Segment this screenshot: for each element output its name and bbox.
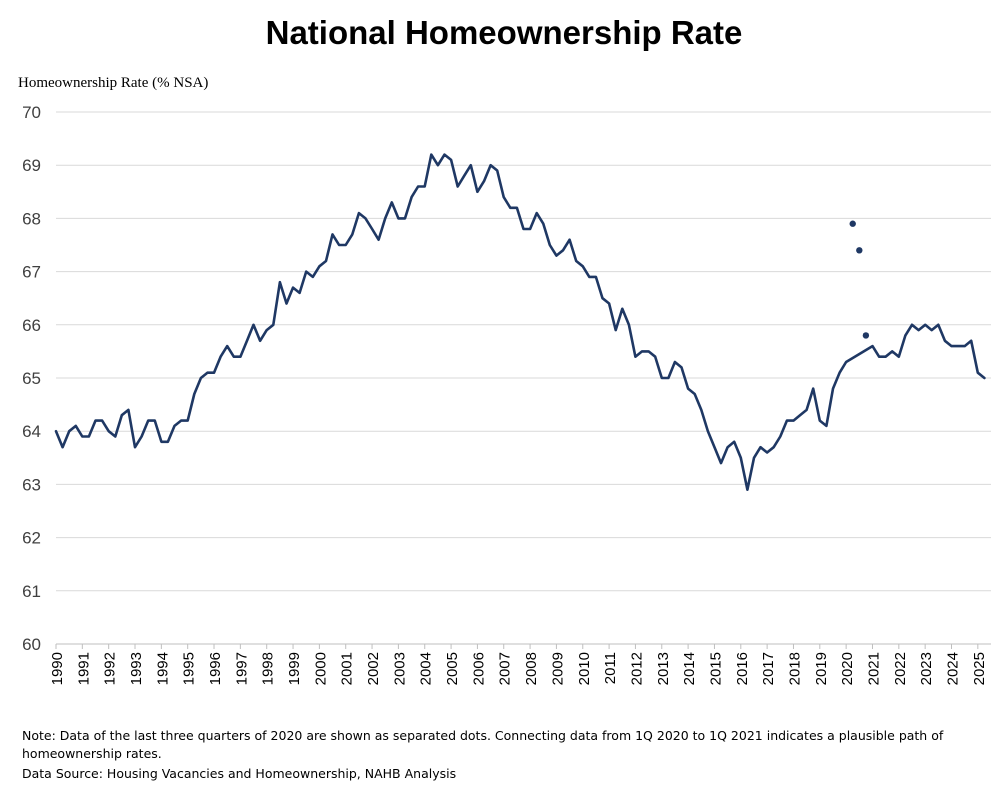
y-tick-label: 63: [22, 475, 41, 494]
footnote-line-1: Note: Data of the last three quarters of…: [22, 728, 944, 743]
y-tick-label: 69: [22, 156, 41, 175]
series-group: [54, 153, 986, 492]
chart-title: National Homeownership Rate: [265, 14, 743, 51]
x-tick-label: 2010: [576, 652, 593, 685]
y-tick-label: 62: [22, 529, 41, 548]
x-tick-label: 1996: [207, 652, 224, 685]
x-tick-label: 2017: [760, 652, 777, 685]
x-tick-label: 1994: [154, 652, 171, 685]
y-tick-label: 67: [22, 263, 41, 282]
y-axis-label: Homeownership Rate (% NSA): [18, 75, 208, 91]
x-tick-label: 2000: [312, 652, 329, 685]
y-axis-ticks: 60 61 62 63 64 65 66 67 68 69 70: [22, 103, 41, 654]
series-line-homeownership-rate: [54, 153, 986, 492]
x-tick-label: 1990: [49, 652, 66, 685]
x-tick-label: 2025: [971, 652, 988, 685]
x-tick-label: 2003: [391, 652, 408, 685]
separated-data-point: [849, 220, 856, 227]
footnote-line-2: homeownership rates.: [22, 746, 162, 761]
x-tick-label: 2018: [786, 652, 803, 685]
x-tick-label: 2001: [339, 652, 356, 685]
x-tick-label: 2014: [681, 652, 698, 685]
x-tick-label: 2016: [734, 652, 751, 685]
x-tick-label: 2022: [892, 652, 909, 685]
x-tick-label: 2019: [813, 652, 830, 685]
x-tick-label: 2005: [444, 652, 461, 685]
x-tick-label: 1992: [102, 652, 119, 685]
x-tick-label: 2008: [523, 652, 540, 685]
y-tick-label: 64: [22, 422, 41, 441]
x-tick-label: 2012: [628, 652, 645, 685]
x-axis-ticks: 1990 1991 1992 1993 1994 1995 1996 1997 1998 1999…: [49, 643, 991, 685]
y-tick-label: 65: [22, 369, 41, 388]
x-tick-label: 2020: [839, 652, 856, 685]
y-tick-label: 60: [22, 635, 41, 654]
x-tick-label: 2011: [602, 652, 619, 684]
x-tick-label: 1997: [233, 652, 250, 685]
x-tick-label: 1998: [260, 652, 277, 685]
gridlines: [56, 111, 991, 645]
x-tick-label: 2004: [418, 652, 435, 685]
x-tick-label: 1995: [181, 652, 198, 685]
y-tick-label: 68: [22, 209, 41, 228]
x-tick-label: 2015: [707, 652, 724, 685]
separated-data-point: [862, 332, 870, 339]
y-tick-label: 61: [22, 582, 41, 601]
x-tick-label: 1999: [286, 652, 303, 685]
x-tick-label: 2006: [470, 652, 487, 685]
x-tick-label: 2002: [365, 652, 382, 685]
x-tick-label: 2013: [655, 652, 672, 685]
y-tick-label: 66: [22, 316, 41, 335]
x-tick-label: 1993: [128, 652, 145, 685]
x-tick-label: 2009: [549, 652, 566, 685]
x-tick-label: 2021: [865, 652, 882, 685]
data-source-note: Data Source: Housing Vacancies and Homeo…: [22, 766, 457, 781]
x-tick-label: 2023: [918, 652, 935, 685]
y-tick-label: 70: [22, 103, 41, 122]
x-tick-label: 2024: [944, 652, 961, 685]
separated-data-point: [856, 247, 863, 254]
x-tick-label: 1991: [75, 652, 92, 685]
x-tick-label: 2007: [497, 652, 514, 685]
